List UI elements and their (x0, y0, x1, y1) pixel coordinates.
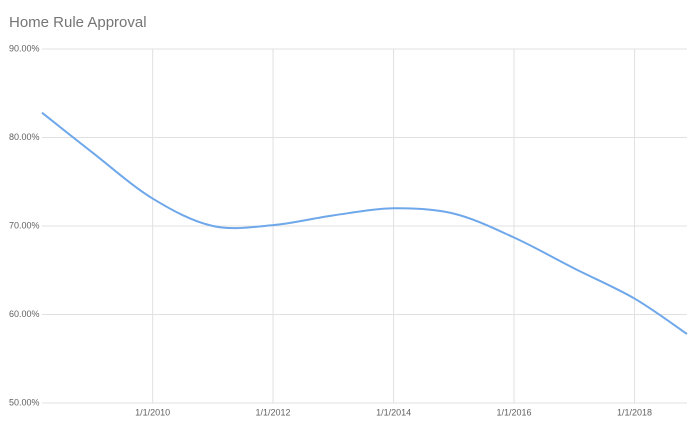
x-tick-label: 1/1/2016 (496, 407, 531, 417)
x-tick-label: 1/1/2018 (617, 407, 652, 417)
y-tick-label: 80.00% (9, 132, 40, 142)
y-tick-label: 90.00% (9, 43, 40, 53)
y-tick-label: 50.00% (9, 397, 40, 407)
x-tick-label: 1/1/2010 (135, 407, 170, 417)
x-tick-label: 1/1/2012 (256, 407, 291, 417)
y-tick-label: 60.00% (9, 309, 40, 319)
y-tick-label: 70.00% (9, 220, 40, 230)
chart-title: Home Rule Approval (9, 14, 147, 31)
line-series (41, 111, 688, 335)
x-tick-label: 1/1/2014 (376, 407, 411, 417)
